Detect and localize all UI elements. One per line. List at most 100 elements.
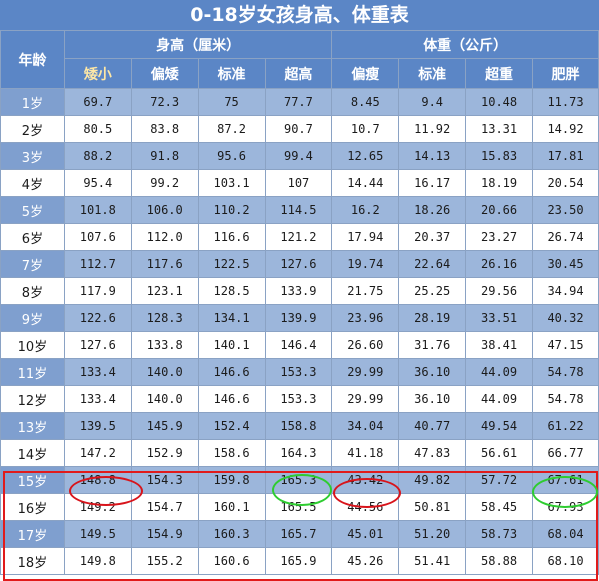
age-cell: 16岁: [0, 493, 65, 521]
height-cell: 149.2: [63, 493, 132, 521]
weight-cell: 20.37: [398, 223, 467, 251]
height-cell: 122.6: [63, 304, 132, 332]
weight-cell: 47.83: [398, 439, 467, 467]
weight-cell: 23.96: [331, 304, 400, 332]
height-cell: 107.6: [63, 223, 132, 251]
height-group-header: 身高（厘米）: [63, 30, 333, 59]
page-title: 0-18岁女孩身高、体重表: [0, 0, 599, 30]
weight-col-header: 标准: [398, 58, 467, 89]
weight-cell: 17.94: [331, 223, 400, 251]
age-cell: 12岁: [0, 385, 65, 413]
age-cell: 2岁: [0, 115, 65, 143]
weight-cell: 11.73: [532, 88, 599, 116]
table-row: 10岁 127.6 133.8 140.1 146.4 26.60 31.76 38.41 47…: [0, 331, 599, 359]
age-cell: 4岁: [0, 169, 65, 197]
table-row: 14岁 147.2 152.9 158.6 164.3 41.18 47.83 56.61 66…: [0, 439, 599, 467]
table-row: 15岁 148.8 154.3 159.8 165.3 43.42 49.82 57.72 67…: [0, 466, 599, 494]
weight-col-header: 超重: [465, 58, 533, 89]
weight-cell: 67.93: [532, 493, 599, 521]
height-cell: 140.0: [130, 358, 199, 386]
weight-cell: 68.04: [532, 520, 599, 548]
height-cell: 77.7: [264, 88, 333, 116]
age-cell: 15岁: [0, 466, 65, 494]
weight-cell: 38.41: [465, 331, 533, 359]
table-row: 13岁 139.5 145.9 152.4 158.8 34.04 40.77 49.54 61…: [0, 412, 599, 440]
height-col-header: 矮小: [63, 58, 132, 89]
height-cell: 112.0: [130, 223, 199, 251]
height-cell: 107: [264, 169, 333, 197]
height-cell: 165.3: [264, 466, 333, 494]
height-cell: 127.6: [63, 331, 132, 359]
weight-cell: 16.17: [398, 169, 467, 197]
weight-cell: 20.54: [532, 169, 599, 197]
height-cell: 112.7: [63, 250, 132, 278]
table-row: 8岁 117.9 123.1 128.5 133.9 21.75 25.25 29.56 34.…: [0, 277, 599, 305]
height-cell: 110.2: [197, 196, 266, 224]
height-cell: 164.3: [264, 439, 333, 467]
weight-cell: 12.65: [331, 142, 400, 170]
weight-cell: 22.64: [398, 250, 467, 278]
height-cell: 101.8: [63, 196, 132, 224]
height-cell: 153.3: [264, 385, 333, 413]
height-cell: 134.1: [197, 304, 266, 332]
weight-cell: 40.32: [532, 304, 599, 332]
weight-cell: 14.92: [532, 115, 599, 143]
height-cell: 103.1: [197, 169, 266, 197]
weight-cell: 29.99: [331, 358, 400, 386]
weight-col-header: 偏瘦: [331, 58, 400, 89]
weight-cell: 16.2: [331, 196, 400, 224]
age-cell: 9岁: [0, 304, 65, 332]
height-cell: 95.4: [63, 169, 132, 197]
height-cell: 121.2: [264, 223, 333, 251]
weight-cell: 41.18: [331, 439, 400, 467]
growth-table: 年龄 身高（厘米） 体重（公斤） 矮小 偏矮 标准 超高 偏瘦 标准 超重 肥胖…: [0, 30, 599, 575]
height-cell: 87.2: [197, 115, 266, 143]
weight-cell: 57.72: [465, 466, 533, 494]
weight-cell: 26.60: [331, 331, 400, 359]
weight-cell: 26.74: [532, 223, 599, 251]
height-cell: 149.8: [63, 547, 132, 575]
table-row: 2岁 80.5 83.8 87.2 90.7 10.7 11.92 13.31 14.92: [0, 115, 599, 143]
height-cell: 88.2: [63, 142, 132, 170]
weight-cell: 49.82: [398, 466, 467, 494]
table-row: 12岁 133.4 140.0 146.6 153.3 29.99 36.10 44.09 54…: [0, 385, 599, 413]
table-row: 17岁 149.5 154.9 160.3 165.7 45.01 51.20 58.73 68…: [0, 520, 599, 548]
height-cell: 159.8: [197, 466, 266, 494]
table-row: 11岁 133.4 140.0 146.6 153.3 29.99 36.10 44.09 54…: [0, 358, 599, 386]
weight-cell: 54.78: [532, 385, 599, 413]
height-cell: 154.3: [130, 466, 199, 494]
height-cell: 146.4: [264, 331, 333, 359]
height-cell: 160.6: [197, 547, 266, 575]
weight-cell: 44.09: [465, 385, 533, 413]
height-cell: 80.5: [63, 115, 132, 143]
weight-cell: 50.81: [398, 493, 467, 521]
age-cell: 7岁: [0, 250, 65, 278]
height-cell: 114.5: [264, 196, 333, 224]
height-cell: 122.5: [197, 250, 266, 278]
weight-cell: 67.61: [532, 466, 599, 494]
weight-cell: 44.56: [331, 493, 400, 521]
weight-cell: 45.01: [331, 520, 400, 548]
age-cell: 18岁: [0, 547, 65, 575]
age-cell: 14岁: [0, 439, 65, 467]
weight-group-header: 体重（公斤）: [331, 30, 599, 59]
height-cell: 99.4: [264, 142, 333, 170]
height-cell: 158.6: [197, 439, 266, 467]
height-cell: 133.4: [63, 385, 132, 413]
height-cell: 69.7: [63, 88, 132, 116]
weight-cell: 66.77: [532, 439, 599, 467]
height-cell: 153.3: [264, 358, 333, 386]
age-cell: 1岁: [0, 88, 65, 116]
age-header: 年龄: [0, 30, 65, 89]
height-cell: 91.8: [130, 142, 199, 170]
weight-cell: 29.99: [331, 385, 400, 413]
height-cell: 133.4: [63, 358, 132, 386]
height-cell: 128.3: [130, 304, 199, 332]
height-cell: 116.6: [197, 223, 266, 251]
height-col-header: 超高: [264, 58, 333, 89]
weight-cell: 34.94: [532, 277, 599, 305]
table-row: 9岁 122.6 128.3 134.1 139.9 23.96 28.19 33.51 40.…: [0, 304, 599, 332]
weight-cell: 14.44: [331, 169, 400, 197]
weight-cell: 17.81: [532, 142, 599, 170]
weight-cell: 54.78: [532, 358, 599, 386]
